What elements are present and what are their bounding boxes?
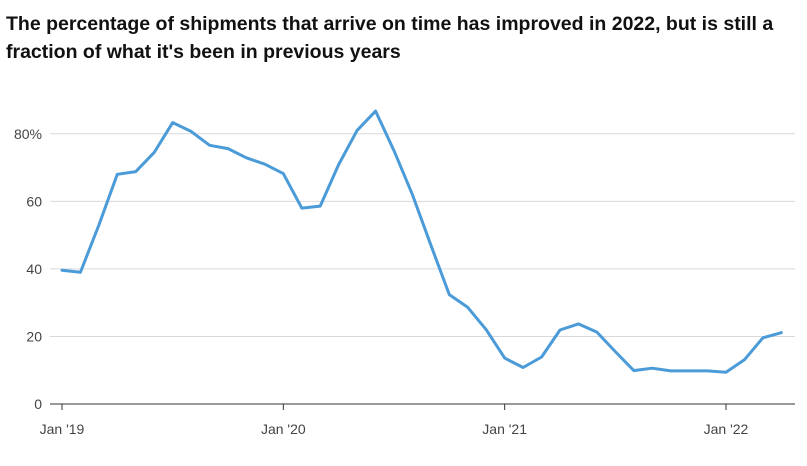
chart-title: The percentage of shipments that arrive … xyxy=(6,13,774,63)
data-point xyxy=(227,147,230,150)
data-point xyxy=(632,369,635,372)
data-point xyxy=(761,336,764,339)
data-point xyxy=(208,144,211,147)
data-point xyxy=(393,149,396,152)
data-point xyxy=(522,366,525,369)
y-tick-label: 20 xyxy=(26,328,42,344)
data-point xyxy=(466,306,469,309)
data-point xyxy=(485,328,488,331)
data-point xyxy=(356,129,359,132)
data-point xyxy=(559,329,562,332)
data-point xyxy=(669,369,672,372)
y-axis: 0 20 40 60 80% xyxy=(14,126,42,412)
data-point xyxy=(706,369,709,372)
series-line xyxy=(60,109,783,374)
x-axis-labels: Jan '19 Jan '20 Jan '21 Jan '22 xyxy=(40,421,749,437)
y-tick-label: 60 xyxy=(26,193,42,209)
data-point xyxy=(337,163,340,166)
data-point xyxy=(614,350,617,353)
data-point xyxy=(153,151,156,154)
data-point xyxy=(116,173,119,176)
y-tick-label: 0 xyxy=(34,396,42,412)
data-point xyxy=(97,223,100,226)
data-point xyxy=(171,121,174,124)
data-point xyxy=(780,331,783,334)
data-point xyxy=(688,369,691,372)
x-tick-label: Jan '21 xyxy=(482,421,527,437)
y-tick-label: 40 xyxy=(26,261,42,277)
data-point xyxy=(134,170,137,173)
data-point xyxy=(503,357,506,360)
series-layer xyxy=(60,109,783,374)
gridlines xyxy=(50,133,795,337)
data-point xyxy=(743,358,746,361)
data-point xyxy=(540,356,543,359)
data-point xyxy=(595,331,598,334)
data-point xyxy=(282,172,285,175)
data-point xyxy=(245,156,248,159)
data-point xyxy=(448,293,451,296)
data-point xyxy=(300,207,303,210)
data-point xyxy=(651,367,654,370)
data-point xyxy=(411,193,414,196)
data-point xyxy=(429,244,432,247)
data-point xyxy=(725,371,728,374)
y-tick-label: 80% xyxy=(14,126,42,142)
x-axis xyxy=(50,403,795,410)
x-tick-label: Jan '20 xyxy=(261,421,306,437)
data-point xyxy=(577,322,580,325)
data-point xyxy=(319,205,322,208)
data-point xyxy=(79,271,82,274)
x-tick-label: Jan '22 xyxy=(704,421,749,437)
data-point xyxy=(263,163,266,166)
data-point xyxy=(61,269,64,272)
x-tick-label: Jan '19 xyxy=(40,421,85,437)
data-point xyxy=(190,130,193,133)
data-point xyxy=(374,110,377,113)
